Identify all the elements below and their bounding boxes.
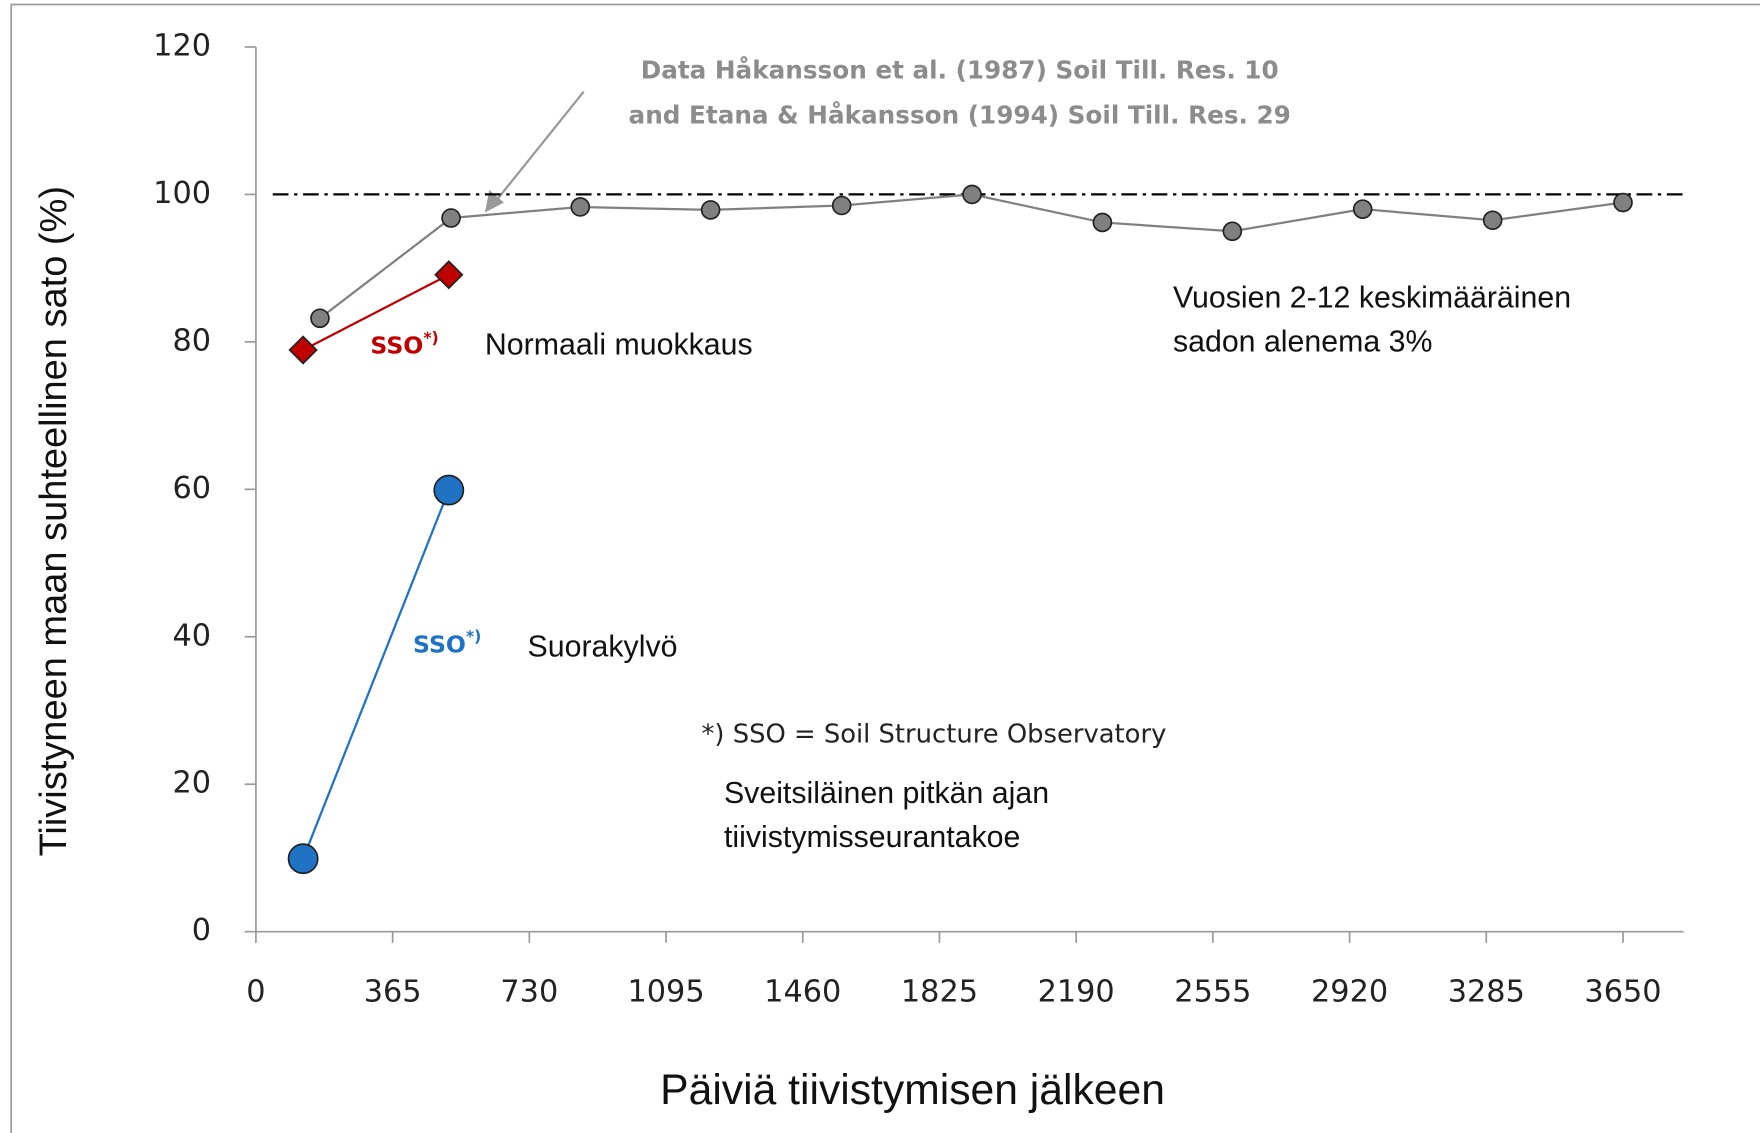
point: [288, 335, 318, 365]
point: [1092, 212, 1113, 233]
label: Suorakylvö: [528, 631, 678, 664]
source-text: and Etana & Håkansson (1994) Soil Till. …: [629, 100, 1291, 129]
sso-label: SSO*): [413, 626, 481, 658]
label: Sveitsiläinen pitkän ajan: [724, 777, 1049, 810]
x-tick-label: 2555: [1174, 975, 1251, 1010]
label: Normaali muokkaus: [485, 329, 753, 362]
x-tick-label: 2190: [1038, 975, 1115, 1010]
x-tick-label: 3650: [1584, 975, 1661, 1010]
series-line: [302, 273, 450, 351]
x-tick-label: 730: [500, 975, 558, 1010]
point: [962, 184, 982, 205]
point: [441, 208, 461, 228]
label: sadon alenema 3%: [1173, 325, 1432, 358]
arrow-head: [484, 190, 504, 213]
sso-mark: *): [466, 626, 481, 645]
sso-mark: *): [423, 327, 438, 346]
label: Vuosien 2-12 keskimääräinen: [1173, 282, 1571, 315]
point: [1613, 192, 1633, 213]
x-tick-label: 1460: [764, 975, 841, 1010]
x-tick-label: 3285: [1448, 975, 1525, 1010]
x-tick-label: 0: [246, 975, 265, 1010]
point: [570, 197, 591, 217]
x-tick-label: 365: [364, 975, 422, 1010]
y-tick-label: 100: [153, 176, 211, 211]
y-tick-label: 40: [172, 618, 211, 653]
x-tick-label: 2920: [1311, 975, 1388, 1010]
y-tick-label: 60: [172, 471, 211, 506]
x-axis-title: Päiviä tiivistymisen jälkeen: [660, 1066, 1165, 1114]
y-tick-label: 0: [192, 913, 211, 948]
y-tick-label: 120: [153, 29, 211, 64]
sso-text: SSO: [413, 630, 466, 658]
y-tick-label: 80: [172, 323, 211, 358]
point: [700, 200, 721, 220]
source-text: Data Håkansson et al. (1987) Soil Till. …: [641, 56, 1279, 85]
point: [1482, 210, 1503, 231]
point: [434, 260, 464, 290]
y-axis-title: Tiivistyneen maan suhteellinen sato (%): [33, 186, 75, 856]
sso-text: SSO: [370, 331, 423, 359]
series-line: [302, 489, 450, 860]
footnote: *) SSO = Soil Structure Observatory: [702, 719, 1167, 749]
point: [287, 843, 319, 875]
frame: [10, 3, 1760, 1133]
y-tick-label: 20: [172, 766, 211, 801]
sso-label: SSO*): [370, 327, 438, 359]
point: [433, 474, 465, 506]
point: [1352, 199, 1373, 219]
point: [1222, 221, 1243, 242]
point: [831, 195, 852, 216]
x-tick-label: 1095: [627, 975, 704, 1010]
label: tiivistymisseurantakoe: [724, 821, 1020, 854]
arrow: [493, 91, 585, 205]
x-tick-label: 1825: [901, 975, 978, 1010]
point: [310, 308, 330, 329]
